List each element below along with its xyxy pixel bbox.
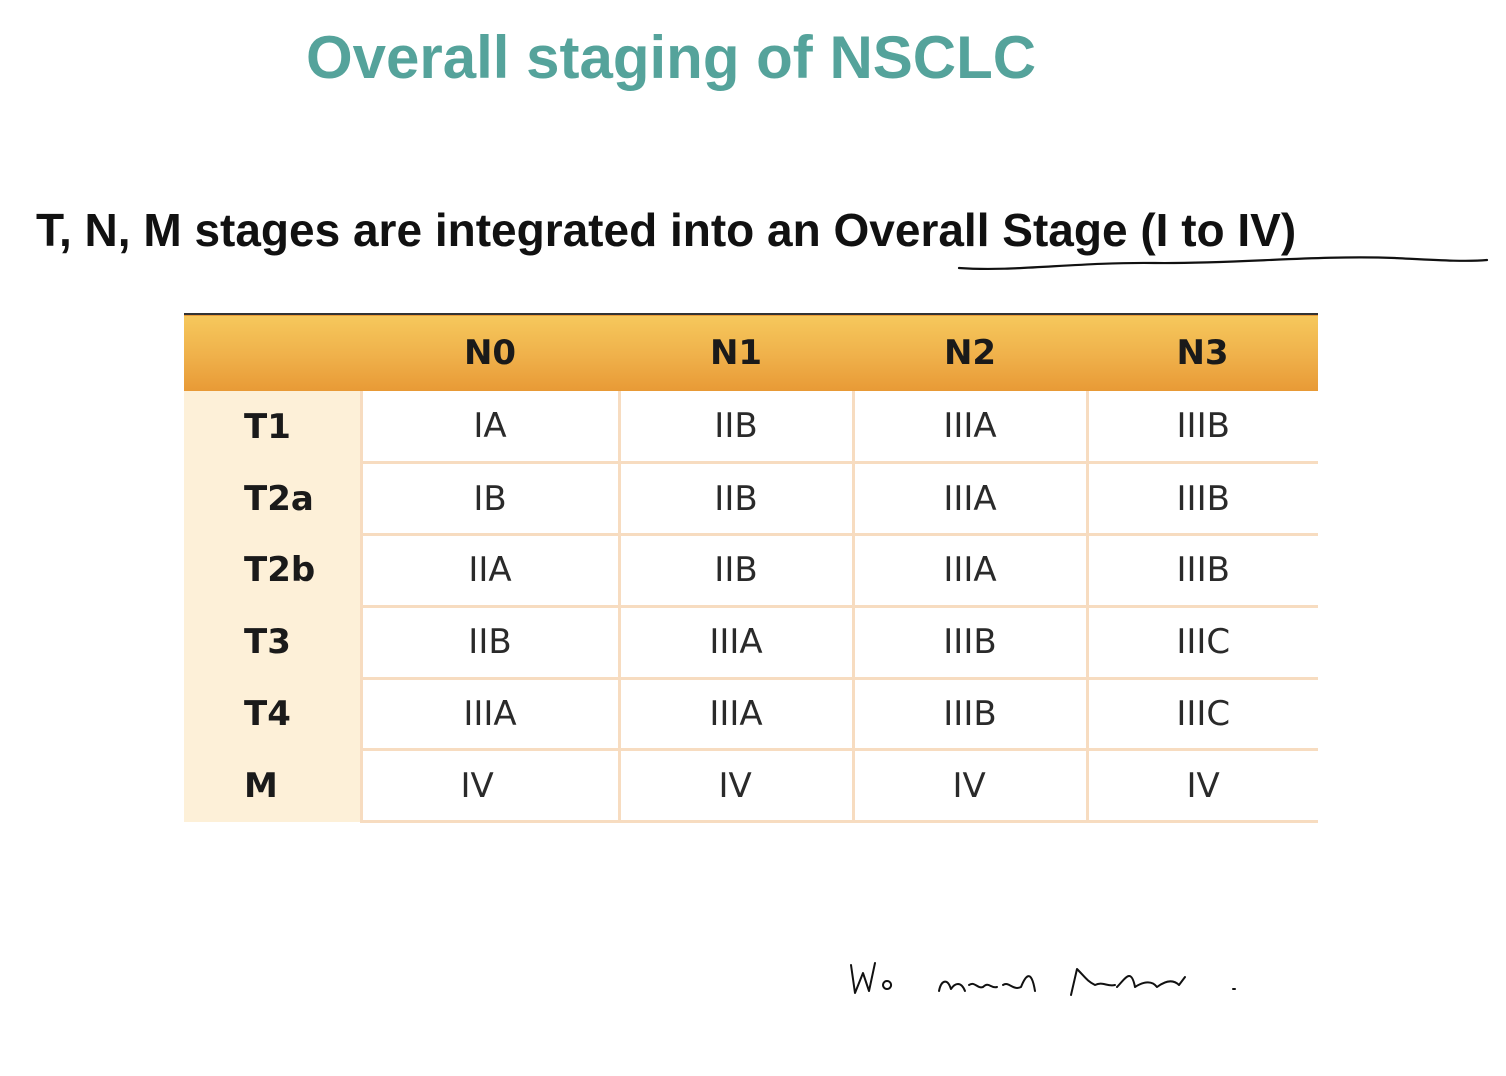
handwritten-note bbox=[850, 962, 1236, 996]
row-header-t2b: T2b bbox=[184, 534, 361, 607]
stage-cell: IIA bbox=[359, 534, 619, 608]
stage-cell: IIB bbox=[617, 534, 853, 608]
slide-title: Overall staging of NSCLC bbox=[306, 24, 1037, 91]
row-header-t4: T4 bbox=[184, 678, 361, 750]
row-header-t1: T1 bbox=[184, 391, 361, 463]
stage-cell: IIIB bbox=[1085, 534, 1318, 608]
column-header-n0: N0 bbox=[463, 333, 517, 373]
stage-cell: IV bbox=[1085, 749, 1318, 824]
stage-cell: IIIC bbox=[1085, 678, 1318, 752]
stage-cell: IIIC bbox=[1085, 606, 1318, 680]
row-header-t2a: T2a bbox=[184, 462, 361, 535]
stage-cell: IIB bbox=[617, 391, 853, 465]
stage-cell: IIIA bbox=[851, 534, 1087, 608]
table-header-row: N0 N1 N2 N3 bbox=[184, 314, 1318, 391]
column-header-n1: N1 bbox=[709, 333, 763, 373]
stage-cell: IIB bbox=[617, 462, 853, 537]
stage-cell: IV bbox=[851, 749, 1087, 824]
handwritten-underline bbox=[957, 256, 1489, 271]
stage-cell: IIIA bbox=[851, 462, 1087, 537]
stage-cell: IIB bbox=[359, 606, 619, 680]
table-row: T2b IIA IIB IIIA IIIB bbox=[184, 534, 1318, 608]
table-row: M IV IV IV IV bbox=[184, 749, 1318, 824]
stage-cell: IIIB bbox=[1085, 462, 1318, 537]
stage-cell: IIIB bbox=[851, 678, 1087, 752]
stage-cell: IV bbox=[359, 749, 619, 824]
table-row: T3 IIB IIIA IIIB IIIC bbox=[184, 606, 1318, 680]
stage-cell: IIIB bbox=[1085, 391, 1318, 465]
stage-cell: IIIA bbox=[359, 678, 619, 752]
column-header-n2: N2 bbox=[943, 333, 997, 373]
subtitle-emphasis: Overall Stage (I to IV) bbox=[833, 204, 1297, 256]
table-row: T2a IB IIB IIIA IIIB bbox=[184, 462, 1318, 537]
subtitle-prefix: T, N, M stages are integrated into an bbox=[36, 204, 834, 256]
stage-cell: IIIB bbox=[851, 606, 1087, 680]
stage-cell: IB bbox=[359, 462, 619, 537]
row-header-m: M bbox=[184, 749, 361, 822]
stage-cell: IV bbox=[617, 749, 853, 824]
row-header-t3: T3 bbox=[184, 606, 361, 679]
corner-header-cell bbox=[184, 314, 361, 391]
table-row: T4 IIIA IIIA IIIB IIIC bbox=[184, 678, 1318, 752]
subtitle: T, N, M stages are integrated into an Ov… bbox=[36, 200, 1296, 260]
stage-cell: IIIA bbox=[851, 391, 1087, 465]
staging-table: N0 N1 N2 N3 T1 IA IIB IIIA IIIB T2a IB I… bbox=[184, 313, 1318, 824]
stage-cell: IIIA bbox=[617, 606, 853, 680]
stage-cell: IA bbox=[359, 391, 619, 465]
column-header-n3: N3 bbox=[1176, 333, 1229, 373]
stage-cell: IIIA bbox=[617, 678, 853, 752]
table-row: T1 IA IIB IIIA IIIB bbox=[184, 391, 1318, 465]
